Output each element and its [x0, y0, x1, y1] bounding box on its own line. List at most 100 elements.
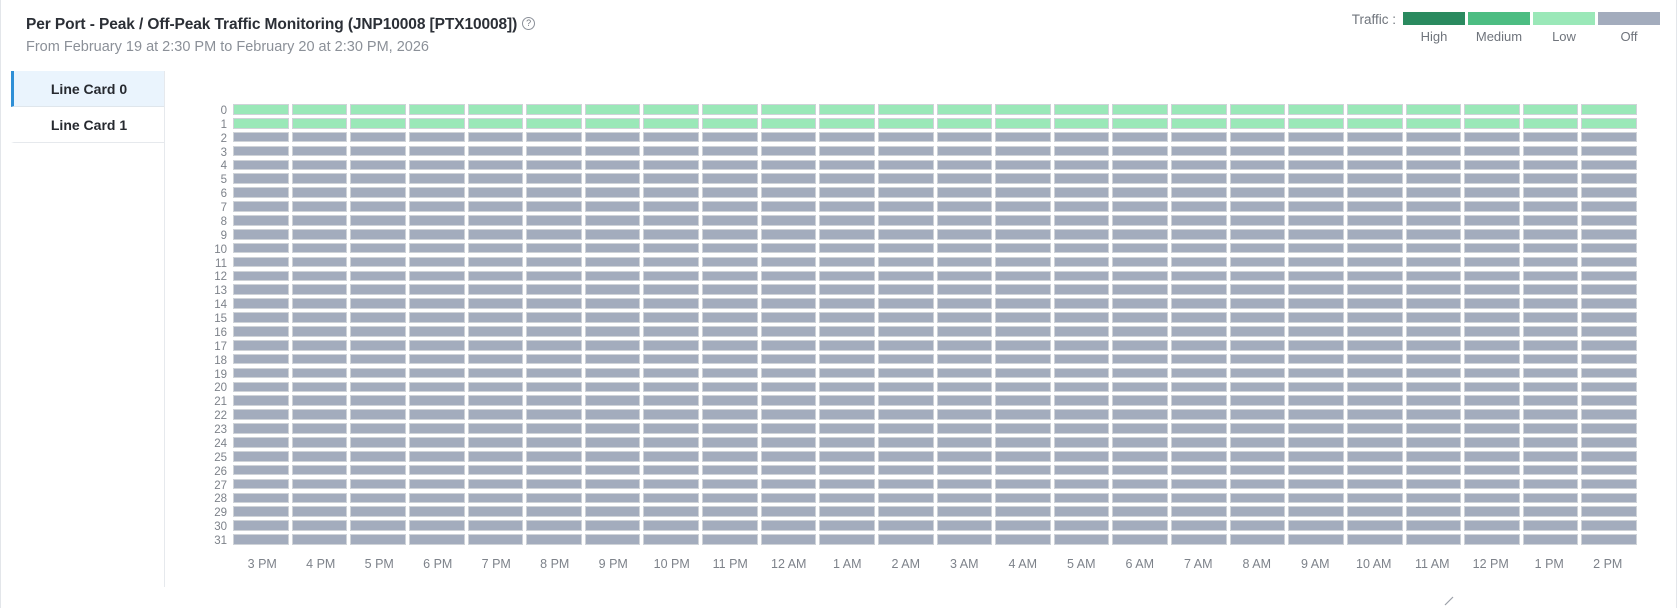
- heatmap-cell[interactable]: [995, 381, 1051, 393]
- heatmap-cell[interactable]: [233, 201, 289, 212]
- heatmap-cell[interactable]: [877, 201, 934, 212]
- heatmap-cell[interactable]: [467, 437, 524, 448]
- heatmap-cell[interactable]: [1464, 215, 1520, 226]
- heatmap-cell[interactable]: [1522, 534, 1579, 545]
- heatmap-cell[interactable]: [1581, 353, 1637, 365]
- heatmap-cell[interactable]: [350, 159, 406, 171]
- heatmap-cell[interactable]: [526, 312, 582, 323]
- heatmap-cell[interactable]: [1053, 423, 1110, 434]
- heatmap-cell[interactable]: [1522, 423, 1579, 434]
- heatmap-cell[interactable]: [995, 450, 1051, 462]
- heatmap-cell[interactable]: [1464, 145, 1520, 157]
- heatmap-cell[interactable]: [526, 520, 582, 531]
- heatmap-cell[interactable]: [408, 187, 465, 198]
- heatmap-cell[interactable]: [995, 104, 1051, 115]
- heatmap-cell[interactable]: [1464, 298, 1520, 309]
- heatmap-cell[interactable]: [1581, 339, 1637, 351]
- heatmap-cell[interactable]: [408, 409, 465, 420]
- heatmap-cell[interactable]: [1229, 395, 1286, 407]
- heatmap-cell[interactable]: [1346, 478, 1403, 490]
- heatmap-cell[interactable]: [526, 326, 582, 337]
- heatmap-cell[interactable]: [936, 242, 993, 254]
- heatmap-cell[interactable]: [1581, 298, 1637, 309]
- heatmap-cell[interactable]: [936, 339, 993, 351]
- heatmap-cell[interactable]: [760, 298, 817, 309]
- heatmap-cell[interactable]: [467, 145, 524, 157]
- heatmap-cell[interactable]: [1346, 409, 1403, 420]
- heatmap-cell[interactable]: [467, 506, 524, 518]
- heatmap-cell[interactable]: [760, 353, 817, 365]
- heatmap-cell[interactable]: [1053, 131, 1110, 143]
- heatmap-cell[interactable]: [702, 339, 758, 351]
- heatmap-cell[interactable]: [1171, 173, 1227, 185]
- heatmap-cell[interactable]: [1229, 104, 1286, 115]
- heatmap-cell[interactable]: [467, 367, 524, 379]
- heatmap-cell[interactable]: [1522, 367, 1579, 379]
- heatmap-cell[interactable]: [1346, 131, 1403, 143]
- heatmap-cell[interactable]: [936, 298, 993, 309]
- heatmap-cell[interactable]: [819, 312, 875, 323]
- heatmap-cell[interactable]: [467, 215, 524, 226]
- heatmap-cell[interactable]: [1464, 312, 1520, 323]
- heatmap-cell[interactable]: [1229, 201, 1286, 212]
- heatmap-cell[interactable]: [1522, 381, 1579, 393]
- heatmap-cell[interactable]: [350, 478, 406, 490]
- heatmap-cell[interactable]: [819, 534, 875, 545]
- heatmap-cell[interactable]: [1346, 326, 1403, 337]
- heatmap-cell[interactable]: [760, 423, 817, 434]
- heatmap-cell[interactable]: [408, 145, 465, 157]
- heatmap-cell[interactable]: [467, 492, 524, 504]
- heatmap-cell[interactable]: [877, 353, 934, 365]
- heatmap-cell[interactable]: [584, 353, 641, 365]
- heatmap-cell[interactable]: [408, 201, 465, 212]
- heatmap-cell[interactable]: [1464, 159, 1520, 171]
- heatmap-cell[interactable]: [350, 339, 406, 351]
- heatmap-cell[interactable]: [526, 215, 582, 226]
- heatmap-cell[interactable]: [1229, 534, 1286, 545]
- heatmap-cell[interactable]: [1171, 423, 1227, 434]
- heatmap-cell[interactable]: [467, 104, 524, 115]
- heatmap-cell[interactable]: [467, 478, 524, 490]
- heatmap-cell[interactable]: [233, 395, 289, 407]
- heatmap-cell[interactable]: [643, 201, 699, 212]
- heatmap-cell[interactable]: [1229, 131, 1286, 143]
- heatmap-cell[interactable]: [584, 478, 641, 490]
- heatmap-cell[interactable]: [291, 270, 348, 282]
- heatmap-cell[interactable]: [1053, 506, 1110, 518]
- heatmap-cell[interactable]: [643, 187, 699, 198]
- heatmap-cell[interactable]: [291, 478, 348, 490]
- heatmap-cell[interactable]: [1288, 353, 1344, 365]
- heatmap-cell[interactable]: [760, 492, 817, 504]
- heatmap-cell[interactable]: [643, 534, 699, 545]
- heatmap-cell[interactable]: [408, 423, 465, 434]
- heatmap-cell[interactable]: [1405, 450, 1462, 462]
- heatmap-cell[interactable]: [936, 159, 993, 171]
- heatmap-cell[interactable]: [233, 117, 289, 129]
- heatmap-cell[interactable]: [877, 423, 934, 434]
- heatmap-cell[interactable]: [584, 312, 641, 323]
- heatmap-cell[interactable]: [1405, 131, 1462, 143]
- heatmap-cell[interactable]: [760, 437, 817, 448]
- heatmap-cell[interactable]: [1053, 298, 1110, 309]
- heatmap-cell[interactable]: [877, 270, 934, 282]
- heatmap-cell[interactable]: [936, 353, 993, 365]
- heatmap-cell[interactable]: [291, 464, 348, 476]
- heatmap-cell[interactable]: [877, 464, 934, 476]
- heatmap-cell[interactable]: [1112, 492, 1168, 504]
- heatmap-cell[interactable]: [1581, 534, 1637, 545]
- heatmap-cell[interactable]: [1464, 131, 1520, 143]
- heatmap-cell[interactable]: [1229, 215, 1286, 226]
- heatmap-cell[interactable]: [1053, 367, 1110, 379]
- heatmap-cell[interactable]: [1112, 353, 1168, 365]
- heatmap-cell[interactable]: [1405, 173, 1462, 185]
- heatmap-cell[interactable]: [467, 298, 524, 309]
- heatmap-cell[interactable]: [1288, 339, 1344, 351]
- heatmap-cell[interactable]: [1522, 520, 1579, 531]
- heatmap-cell[interactable]: [819, 450, 875, 462]
- heatmap-cell[interactable]: [877, 478, 934, 490]
- heatmap-cell[interactable]: [1522, 159, 1579, 171]
- heatmap-cell[interactable]: [350, 215, 406, 226]
- heatmap-cell[interactable]: [702, 117, 758, 129]
- heatmap-cell[interactable]: [760, 520, 817, 531]
- heatmap-cell[interactable]: [1171, 131, 1227, 143]
